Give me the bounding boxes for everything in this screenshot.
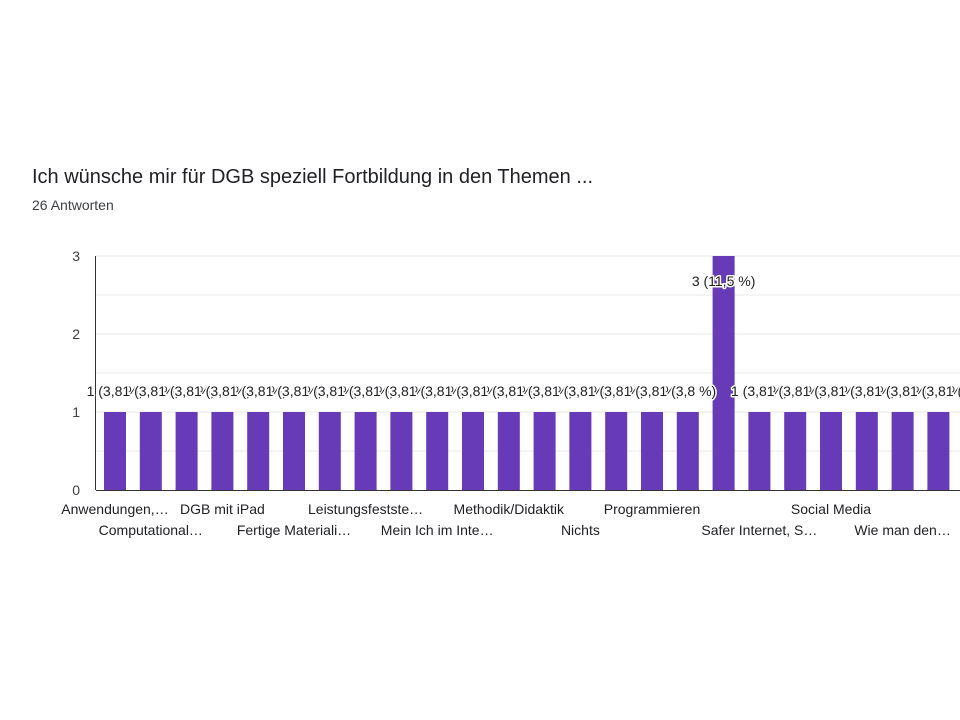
x-tick-label: DGB mit iPad bbox=[180, 501, 265, 517]
data-label: 1 (3,8 %) bbox=[373, 383, 430, 399]
bar bbox=[426, 412, 449, 490]
chart-title: Ich wünsche mir für DGB speziell Fortbil… bbox=[32, 166, 593, 188]
y-tick-label: 2 bbox=[72, 326, 80, 342]
x-tick-label: Mein Ich im Inte… bbox=[381, 522, 494, 538]
bar bbox=[641, 412, 663, 490]
data-label: 1 (3,8 %) bbox=[588, 383, 645, 399]
data-label: 3 (11,5 %) bbox=[692, 273, 756, 289]
bar bbox=[533, 412, 556, 490]
x-tick-label: Computational… bbox=[99, 522, 203, 538]
grid-lines bbox=[96, 255, 960, 452]
data-label: 1 (3,8 %) bbox=[158, 383, 215, 399]
data-label: 1 (3,8 %) bbox=[445, 383, 502, 399]
x-tick-label: Social Media bbox=[791, 501, 871, 517]
bar bbox=[283, 412, 305, 490]
bar bbox=[104, 412, 126, 490]
data-label: 1 (3,8 %) bbox=[910, 383, 960, 399]
bar bbox=[139, 412, 162, 490]
data-label: 1 (3,8 %) bbox=[624, 383, 681, 399]
data-label: 1 (3,8 %) bbox=[731, 383, 788, 399]
bar bbox=[676, 412, 699, 490]
data-label: 1 (3,8 %) bbox=[301, 383, 358, 399]
bar bbox=[390, 412, 413, 490]
x-tick-label: Fertige Materiali… bbox=[237, 522, 351, 538]
bar bbox=[820, 412, 842, 490]
data-label: 1 (3,8 %) bbox=[230, 383, 287, 399]
bar bbox=[569, 412, 592, 490]
x-tick-label: Anwendungen,… bbox=[61, 501, 168, 517]
x-tick-label: Programmieren bbox=[604, 501, 700, 517]
y-tick-label: 3 bbox=[72, 248, 80, 264]
x-tick-label: Safer Internet, S… bbox=[701, 522, 817, 538]
y-tick-label: 0 bbox=[72, 482, 80, 498]
bar bbox=[247, 412, 270, 490]
bar bbox=[748, 412, 771, 490]
y-tick-label: 1 bbox=[72, 404, 80, 420]
data-label: 1 (3,8 %) bbox=[516, 383, 573, 399]
data-label: 1 (3,8 %) bbox=[946, 383, 960, 399]
x-tick-label: Methodik/Didaktik bbox=[454, 501, 565, 517]
bar bbox=[855, 412, 878, 490]
bar bbox=[784, 412, 807, 490]
data-label: 1 (3,8 %) bbox=[874, 383, 931, 399]
response-count: 26 Antworten bbox=[32, 197, 114, 213]
bar bbox=[211, 412, 234, 490]
bar bbox=[891, 412, 914, 490]
data-label: 1 (3,8 %) bbox=[87, 383, 144, 399]
x-tick-label: Nichts bbox=[561, 522, 600, 538]
data-label: 1 (3,8 %) bbox=[480, 383, 537, 399]
data-label: 1 (3,8 %) bbox=[659, 383, 716, 399]
bar bbox=[497, 412, 520, 490]
data-labels: 1 (3,8 %)1 (3,8 %)1 (3,8 %)1 (3,8 %)1 (3… bbox=[85, 272, 960, 401]
bar bbox=[318, 412, 341, 490]
data-label: 1 (3,8 %) bbox=[552, 383, 609, 399]
data-label: 1 (3,8 %) bbox=[122, 383, 179, 399]
x-tick-labels: Anwendungen,… Computational… DGB mit iPad F… bbox=[61, 501, 951, 538]
bar bbox=[462, 412, 484, 490]
axes bbox=[95, 256, 960, 491]
bar bbox=[175, 412, 198, 490]
data-label: 1 (3,8 %) bbox=[337, 383, 394, 399]
x-tick-label: Leistungsfestste… bbox=[308, 501, 423, 517]
bar bbox=[712, 256, 735, 490]
x-tick-label: Wie man den… bbox=[854, 522, 950, 538]
y-tick-labels: 0 1 2 3 bbox=[72, 248, 80, 498]
data-label: 1 (3,8 %) bbox=[266, 383, 323, 399]
bar bbox=[354, 412, 377, 490]
data-label: 1 (3,8 %) bbox=[409, 383, 466, 399]
bar bbox=[605, 412, 628, 490]
data-label: 1 (3,8 %) bbox=[803, 383, 860, 399]
data-label: 1 (3,8 %) bbox=[194, 383, 251, 399]
data-label: 1 (3,8 %) bbox=[767, 383, 824, 399]
bar bbox=[927, 412, 950, 490]
data-label: 1 (3,8 %) bbox=[838, 383, 895, 399]
bars bbox=[104, 256, 950, 490]
